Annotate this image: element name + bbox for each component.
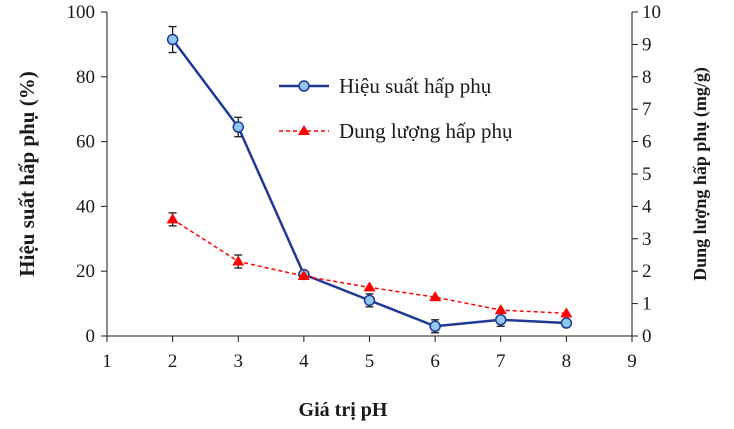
data-point bbox=[297, 270, 310, 281]
y2-axis-title: Dung lượng hấp phụ (mg/g) bbox=[690, 67, 711, 281]
x-tick-label: 1 bbox=[102, 351, 112, 372]
y-axis-title: Hiệu suất hấp phụ (%) bbox=[15, 71, 39, 276]
x-axis-title: Giá trị pH bbox=[299, 399, 388, 421]
data-point bbox=[494, 304, 507, 315]
y2-tick-label: 10 bbox=[642, 2, 661, 23]
axes bbox=[101, 11, 638, 342]
y2-tick-label: 3 bbox=[642, 229, 652, 250]
y2-tick-label: 2 bbox=[642, 261, 652, 282]
y2-tick-label: 4 bbox=[642, 196, 652, 217]
x-tick-label: 5 bbox=[365, 351, 375, 372]
y2-tick-label: 7 bbox=[642, 99, 652, 120]
x-tick-label: 2 bbox=[168, 351, 178, 372]
legend-marker-capacity bbox=[298, 125, 310, 135]
y-tick-label: 40 bbox=[76, 196, 95, 217]
x-tick-label: 9 bbox=[627, 351, 637, 372]
data-point bbox=[166, 213, 179, 224]
data-point bbox=[363, 281, 376, 292]
data-point bbox=[560, 307, 573, 318]
y-tick-label: 20 bbox=[76, 261, 95, 282]
data-point bbox=[429, 320, 441, 333]
x-tick-label: 8 bbox=[562, 351, 572, 372]
data-point bbox=[232, 121, 244, 133]
data-point bbox=[560, 317, 573, 329]
y2-tick-label: 9 bbox=[642, 34, 652, 55]
legend-label-capacity: Dung lượng hấp phụ bbox=[339, 119, 513, 143]
y2-tick-label: 8 bbox=[642, 67, 652, 88]
data-point bbox=[232, 255, 245, 266]
data-point bbox=[495, 314, 507, 326]
x-tick-label: 7 bbox=[496, 351, 506, 372]
y2-tick-label: 5 bbox=[642, 164, 652, 185]
data-point bbox=[363, 294, 376, 307]
x-tick-label: 4 bbox=[299, 351, 309, 372]
y-tick-label: 60 bbox=[76, 132, 95, 153]
x-tick-label: 6 bbox=[430, 351, 440, 372]
y2-tick-label: 1 bbox=[642, 294, 652, 315]
y2-tick-label: 6 bbox=[642, 132, 652, 153]
y-tick-label: 0 bbox=[86, 326, 96, 347]
y-tick-label: 80 bbox=[76, 67, 95, 88]
y2-tick-label: 0 bbox=[642, 326, 652, 347]
x-tick-label: 3 bbox=[234, 351, 244, 372]
y-tick-label: 100 bbox=[67, 2, 96, 23]
data-point bbox=[429, 291, 442, 302]
legend-marker-efficiency bbox=[298, 80, 310, 92]
legend-label-efficiency: Hiệu suất hấp phụ bbox=[339, 74, 492, 98]
data-point bbox=[166, 33, 179, 46]
plot-area bbox=[166, 25, 573, 334]
legend: Hiệu suất hấp phụ Dung lượng hấp phụ bbox=[279, 74, 513, 143]
